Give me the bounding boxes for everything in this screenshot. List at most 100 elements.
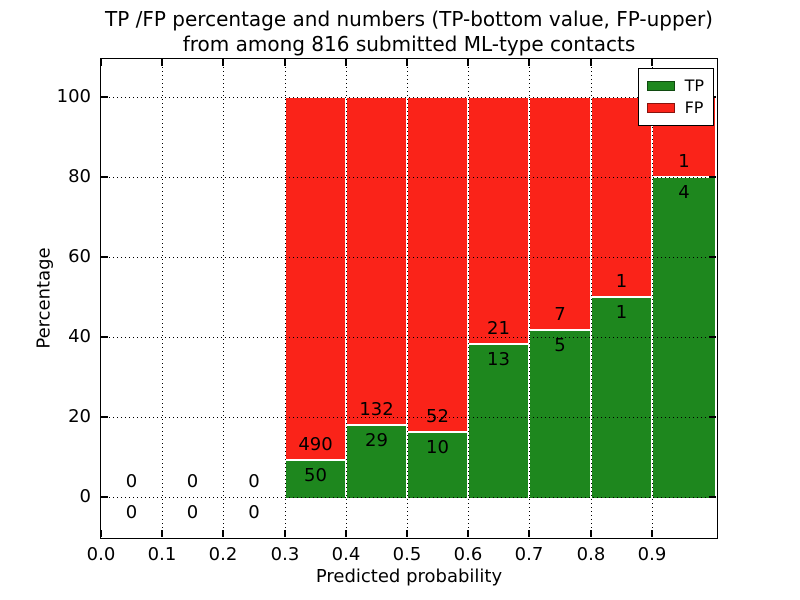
y-tick-left <box>101 336 108 338</box>
tp-bar-segment <box>652 177 716 499</box>
y-gridline <box>101 337 717 338</box>
fp-count-label: 21 <box>487 318 510 339</box>
x-gridline <box>407 59 408 538</box>
x-tick-label: 0.7 <box>514 544 544 565</box>
fp-count-label: 1 <box>615 271 628 292</box>
tp-bar-segment <box>407 432 468 499</box>
x-gridline <box>285 59 286 538</box>
y-gridline <box>101 497 717 498</box>
x-tick-top <box>284 59 286 66</box>
fp-legend-label: FP <box>684 98 704 117</box>
x-tick-top <box>161 59 163 66</box>
x-axis-label: Predicted probability <box>315 566 503 587</box>
fp-bar-segment <box>346 97 407 425</box>
x-tick-label: 0.0 <box>86 544 116 565</box>
x-gridline <box>529 59 530 538</box>
fp-bar-segment <box>591 97 652 297</box>
fp-bar-segment <box>407 97 468 432</box>
tp-count-label: 5 <box>554 335 566 356</box>
y-tick-right <box>709 256 716 258</box>
tp-count-label: 0 <box>248 502 260 523</box>
x-gridline <box>162 59 163 538</box>
x-tick-label: 0.4 <box>331 544 361 565</box>
chart-title: TP /FP percentage and numbers (TP-bottom… <box>100 7 718 57</box>
fp-count-label: 7 <box>554 304 566 325</box>
legend: TP FP <box>637 68 714 126</box>
y-gridline <box>101 417 717 418</box>
y-tick-label: 0 <box>79 486 91 507</box>
x-tick-label: 0.8 <box>576 544 606 565</box>
x-tick-bottom <box>590 530 592 537</box>
y-gridline <box>101 97 717 98</box>
y-tick-label: 40 <box>68 326 91 347</box>
x-tick-top <box>406 59 408 66</box>
y-tick-left <box>101 176 108 178</box>
tp-count-label: 50 <box>304 465 327 486</box>
x-tick-label: 0.6 <box>453 544 483 565</box>
fp-count-label: 0 <box>248 471 260 492</box>
y-tick-label: 60 <box>68 246 91 267</box>
fp-count-label: 1 <box>678 151 690 172</box>
x-tick-top <box>528 59 530 66</box>
tp-count-label: 10 <box>426 437 449 458</box>
x-tick-top <box>345 59 347 66</box>
x-tick-label: 0.1 <box>147 544 177 565</box>
fp-bar-segment <box>285 97 346 460</box>
y-tick-right <box>709 176 716 178</box>
tp-legend-swatch <box>646 81 675 91</box>
x-tick-bottom <box>222 530 224 537</box>
x-tick-bottom <box>284 530 286 537</box>
x-tick-top <box>467 59 469 66</box>
x-gridline <box>468 59 469 538</box>
tp-bar-segment <box>591 297 652 499</box>
x-tick-label: 0.3 <box>270 544 300 565</box>
x-tick-label: 0.9 <box>637 544 667 565</box>
chart-title-line2: from among 816 submitted ML-type contact… <box>182 32 636 56</box>
y-tick-left <box>101 256 108 258</box>
x-tick-label: 0.2 <box>208 544 238 565</box>
x-tick-top <box>590 59 592 66</box>
x-gridline <box>223 59 224 538</box>
x-tick-bottom <box>100 530 102 537</box>
fp-count-label: 132 <box>359 399 394 420</box>
fp-count-label: 52 <box>426 406 449 427</box>
tp-count-label: 0 <box>125 502 138 523</box>
y-tick-label: 80 <box>68 166 91 187</box>
tp-count-label: 1 <box>615 302 628 323</box>
fp-bar-segment <box>468 97 529 344</box>
x-tick-bottom <box>345 530 347 537</box>
y-gridline <box>101 257 717 258</box>
chart-title-line1: TP /FP percentage and numbers (TP-bottom… <box>105 7 713 31</box>
y-tick-right <box>709 416 716 418</box>
y-tick-right <box>709 336 716 338</box>
plot-area: TP FP 0 20 40 60 80 100 0.0 0.1 0.2 0.3 0.4 0.5 0.6 0… <box>57 58 718 565</box>
y-tick-label: 100 <box>56 86 91 107</box>
x-tick-bottom <box>406 530 408 537</box>
fp-legend-swatch <box>646 103 675 113</box>
x-gridline <box>652 59 653 538</box>
fp-count-label: 0 <box>125 471 138 492</box>
x-tick-bottom <box>651 530 653 537</box>
tp-bar-segment <box>346 425 407 499</box>
fp-count-label: 490 <box>298 434 333 455</box>
legend-entry-fp: FP <box>646 98 704 117</box>
x-tick-top <box>222 59 224 66</box>
x-tick-label: 0.5 <box>392 544 422 565</box>
tp-count-label: 0 <box>186 502 199 523</box>
legend-entry-tp: TP <box>646 76 704 95</box>
x-tick-bottom <box>161 530 163 537</box>
x-tick-top <box>651 59 653 66</box>
x-tick-top <box>100 59 102 66</box>
tp-legend-label: TP <box>684 76 704 95</box>
x-tick-bottom <box>528 530 530 537</box>
tp-count-label: 13 <box>487 349 510 370</box>
fp-bar-segment <box>529 97 591 330</box>
x-gridline <box>346 59 347 538</box>
y-tick-left <box>101 96 108 98</box>
fp-count-label: 0 <box>186 471 199 492</box>
x-gridline <box>591 59 592 538</box>
y-tick-right <box>709 496 716 498</box>
x-tick-bottom <box>467 530 469 537</box>
y-gridline <box>101 177 717 178</box>
